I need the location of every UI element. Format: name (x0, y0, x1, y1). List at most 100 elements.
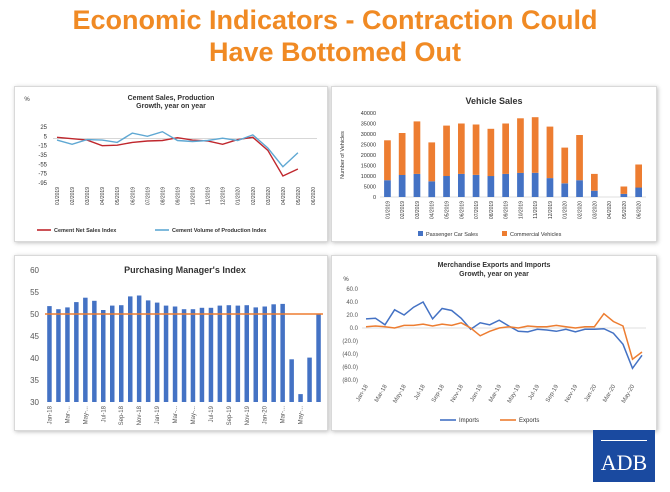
commercial-bar (546, 126, 554, 179)
page-title-line1: Economic Indicators - Contraction Could (72, 5, 598, 35)
passenger-bar (635, 187, 642, 197)
trade-chart: Merchandise Exports and Imports Growth, y… (342, 262, 646, 424)
x-tick-label: Jul-19 (528, 383, 542, 401)
pmi-bar (145, 300, 151, 402)
commercial-bar (620, 186, 628, 194)
y-tick-label: -95 (38, 181, 47, 187)
adb-logo-text: ADB (600, 450, 648, 475)
x-tick-label: 03/2020 (592, 201, 598, 219)
y-tick-label: (80.0) (342, 378, 358, 384)
x-tick-label: May-18 (393, 383, 409, 404)
passenger-bar (458, 173, 465, 197)
series-line-cement-production (56, 130, 299, 168)
x-tick-label: Sep-18 (119, 405, 125, 425)
x-tick-label: May-20 (621, 383, 637, 404)
x-tick-label: 07/2019 (145, 187, 151, 205)
y-tick-label: -55 (38, 162, 47, 168)
x-tick-label: Jan-18 (47, 405, 53, 424)
passenger-bar (561, 183, 569, 197)
series-line-cement-sales (56, 136, 299, 177)
x-tick-label: Sep-19 (227, 405, 233, 425)
x-tick-label: May-... (191, 406, 197, 425)
x-tick-label: Sep-18 (431, 383, 446, 403)
x-tick-label: Nov-18 (137, 405, 143, 425)
passenger-bar (443, 176, 450, 197)
pmi-bar (128, 296, 133, 402)
x-tick-label: 09/2019 (504, 201, 510, 219)
y-tick-label: 45 (30, 332, 39, 341)
legend-label: Cement Volume of Production Index (172, 228, 267, 234)
pmi-bar (262, 306, 267, 402)
commercial-bar (472, 124, 480, 175)
pmi-bar (208, 307, 214, 402)
x-tick-label: May-... (299, 406, 305, 425)
chart-title: Cement Sales, Production (128, 95, 215, 102)
x-tick-label: Mar-20 (602, 383, 617, 403)
x-tick-label: 08/2019 (160, 187, 166, 205)
x-tick-label: 01/2020 (563, 201, 569, 219)
commercial-bar (531, 117, 539, 173)
pmi-bar (235, 305, 241, 402)
x-tick-label: 01/2019 (55, 187, 61, 205)
commercial-bar (591, 173, 598, 191)
pmi-bar (172, 306, 178, 402)
y-tick-label: 5000 (364, 185, 376, 191)
y-tick-label: 35000 (361, 122, 376, 128)
y-tick-label: 30000 (361, 132, 376, 138)
y-tick-label: 25 (40, 125, 47, 131)
x-tick-label: Jan-19 (155, 405, 161, 424)
x-tick-label: Mar-... (281, 406, 287, 424)
y-tick-label: 10000 (361, 174, 376, 180)
x-tick-label: 03/2019 (415, 201, 421, 219)
cement-chart-panel: Cement Sales, Production Growth, year on … (14, 86, 328, 242)
passenger-bar (398, 175, 406, 197)
commercial-bar (576, 135, 583, 181)
y-tick-label: 5 (44, 134, 48, 140)
x-tick-label: 01/2020 (236, 187, 242, 205)
pmi-chart: Purchasing Manager's Index 30 35 40 45 50 55 60… (30, 265, 323, 425)
vehicle-sales-chart: Vehicle Sales Number of Vehicles 0 5000 1000… (340, 96, 646, 238)
passenger-bar (531, 172, 539, 197)
y-tick-label: 40 (30, 354, 39, 363)
x-tick-label: 10/2019 (518, 201, 524, 219)
legend-swatch (502, 231, 507, 236)
x-tick-label: 05/2020 (622, 201, 628, 219)
pmi-bar (307, 357, 312, 402)
pmi-bar (316, 314, 321, 402)
passenger-bar (576, 180, 583, 197)
commercial-bar (413, 121, 421, 174)
y-tick-label: 0 (373, 195, 376, 201)
legend-label: Imports (459, 418, 479, 424)
commercial-bar (487, 128, 495, 177)
passenger-bar (502, 173, 509, 197)
y-tick-label: 15000 (361, 164, 376, 170)
x-tick-label: Jul-18 (413, 383, 427, 401)
y-tick-label: (40.0) (342, 352, 358, 358)
chart-title: Vehicle Sales (465, 96, 522, 106)
y-tick-label: 55 (30, 288, 39, 297)
passenger-bar (384, 180, 391, 197)
pmi-bar (253, 307, 258, 402)
x-tick-label: 02/2020 (578, 201, 584, 219)
x-tick-label: 06/2020 (311, 187, 317, 205)
x-tick-label: 04/2020 (281, 187, 287, 205)
y-tick-label: 40.0 (346, 300, 358, 306)
x-tick-label: 12/2019 (221, 187, 227, 205)
pmi-bar (190, 309, 196, 402)
y-axis-label: % (24, 97, 30, 103)
y-tick-label: (60.0) (342, 365, 358, 371)
commercial-bar (561, 147, 569, 184)
x-tick-label: Jan-20 (584, 383, 599, 402)
x-tick-label: Mar-19 (488, 383, 503, 403)
x-tick-label: 06/2019 (459, 201, 465, 219)
commercial-bar (502, 123, 509, 174)
legend-swatch (418, 231, 423, 236)
x-tick-label: 09/2019 (175, 187, 181, 205)
x-tick-label: Sep-19 (545, 383, 560, 403)
pmi-bar (298, 394, 303, 402)
trade-chart-panel: Merchandise Exports and Imports Growth, y… (331, 255, 657, 431)
chart-subtitle: Growth, year on year (459, 271, 529, 278)
y-tick-label: (20.0) (342, 339, 358, 345)
pmi-bar (110, 305, 115, 402)
